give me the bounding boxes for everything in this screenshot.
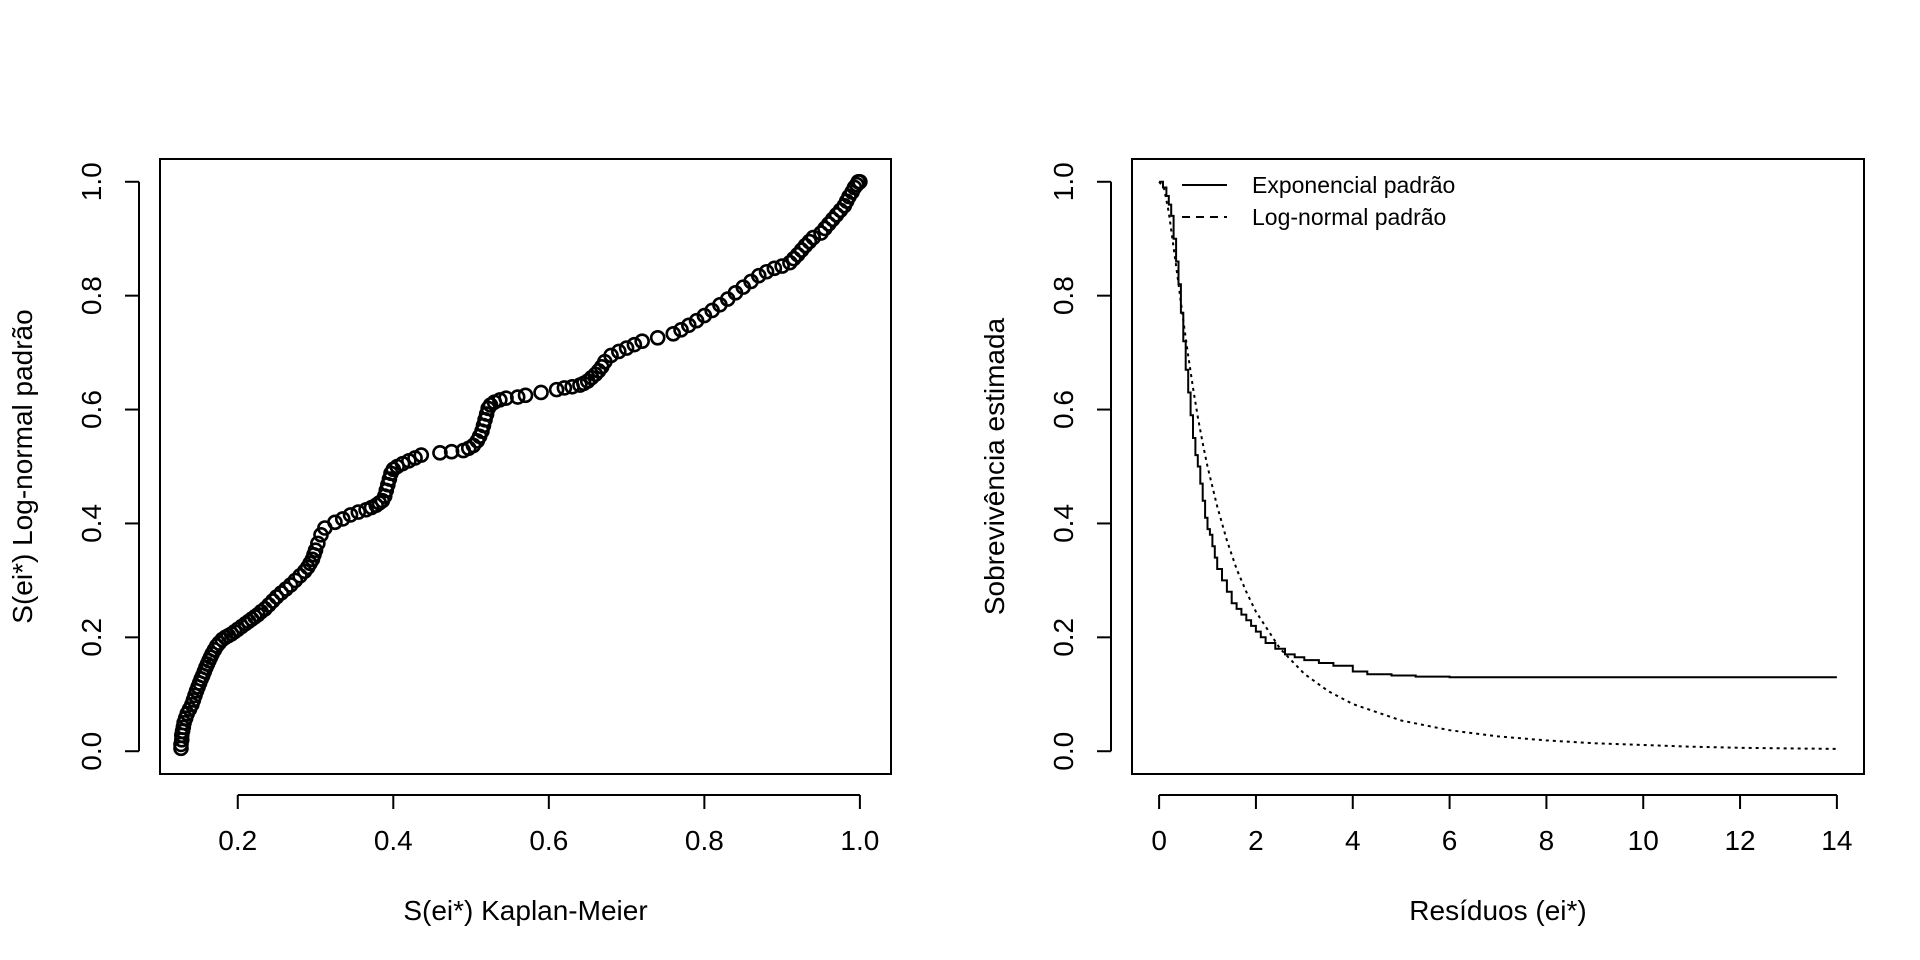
data-point: [750, 267, 767, 284]
data-point: [785, 250, 802, 267]
x-tick-label: 10: [1628, 825, 1659, 856]
residual-survival-panel: 0 2 4 6 8 10 12 14 0.0 0.2 0.4 0.6 0.8 1.0 Resíduos (e…: [979, 158, 1865, 926]
data-point: [801, 233, 818, 250]
y-tick-label: 0.6: [1048, 390, 1079, 429]
y-tick-label: 0.0: [76, 732, 107, 771]
x-tick-label: 0.8: [685, 825, 724, 856]
x-tick-label: 4: [1345, 825, 1361, 856]
plot-frame: [159, 158, 892, 775]
data-point: [342, 507, 359, 523]
data-point: [533, 384, 549, 401]
plot-frame: [1131, 158, 1865, 775]
data-point: [509, 389, 526, 405]
data-point: [492, 392, 508, 408]
x-tick-label: 8: [1539, 825, 1555, 856]
y-tick-label: 1.0: [1048, 162, 1079, 201]
data-point: [618, 340, 635, 356]
data-point: [310, 535, 326, 552]
data-point: [805, 229, 822, 246]
data-point: [548, 381, 565, 398]
x-tick-label: 0.2: [218, 825, 257, 856]
data-point: [774, 258, 790, 274]
y-tick-label: 0.2: [1048, 618, 1079, 657]
data-point: [517, 387, 534, 404]
y-axis-title: Sobrevivência estimada: [979, 317, 1010, 615]
data-point: [556, 380, 573, 396]
series-line-exponential: [1159, 180, 1837, 679]
data-point: [681, 317, 697, 334]
y-tick-label: 1.0: [76, 162, 107, 201]
x-axis-title: S(ei*) Kaplan-Meier: [403, 895, 647, 926]
data-point: [766, 260, 783, 277]
data-point: [626, 336, 643, 353]
data-point: [852, 173, 868, 190]
data-point: [649, 330, 666, 346]
data-point: [413, 447, 430, 463]
data-point: [782, 254, 798, 271]
x-tick-label: 0.6: [529, 825, 568, 856]
data-point: [282, 577, 299, 593]
data-point: [603, 347, 619, 364]
data-point: [797, 237, 814, 254]
legend: Exponencial padrão Log-normal padrão: [1182, 172, 1455, 230]
x-tick-label: 14: [1821, 825, 1852, 856]
y-tick-label: 0.2: [76, 618, 107, 657]
data-point: [261, 597, 277, 613]
x-tick-label: 2: [1248, 825, 1264, 856]
x-tick-label: 0: [1151, 825, 1167, 856]
data-point: [665, 326, 682, 342]
data-point: [758, 263, 775, 280]
data-point: [634, 333, 650, 350]
data-point: [334, 511, 351, 527]
x-tick-label: 12: [1724, 825, 1755, 856]
y-tick-label: 0.8: [76, 276, 107, 315]
y-tick-label: 0.6: [76, 390, 107, 429]
legend-label: Exponencial padrão: [1252, 172, 1455, 198]
y-tick-label: 0.8: [1048, 276, 1079, 315]
series-line-lognormal: [1158, 181, 1837, 750]
data-point: [287, 572, 304, 589]
x-tick-label: 6: [1442, 825, 1458, 856]
km-vs-lognormal-panel: 0.2 0.4 0.6 0.8 1.0 0.0 0.2 0.4 0.6 0.8 1.0 S(ei*) …: [7, 158, 892, 926]
data-point: [292, 568, 308, 584]
data-point: [327, 514, 343, 531]
data-point: [264, 593, 281, 609]
x-tick-label: 1.0: [840, 825, 879, 856]
y-tick-label: 0.4: [1048, 504, 1079, 543]
x-tick-label: 0.4: [374, 825, 413, 856]
data-point: [611, 343, 627, 360]
data-point: [673, 322, 689, 338]
data-point: [350, 504, 367, 520]
data-point: [307, 542, 324, 559]
x-axis-title: Resíduos (ei*): [1409, 895, 1586, 926]
y-axis-title: S(ei*) Log-normal padrão: [7, 309, 38, 623]
data-point: [257, 601, 273, 617]
y-tick-label: 0.4: [76, 504, 107, 543]
legend-label: Log-normal padrão: [1252, 204, 1446, 230]
y-tick-label: 0.0: [1048, 732, 1079, 771]
